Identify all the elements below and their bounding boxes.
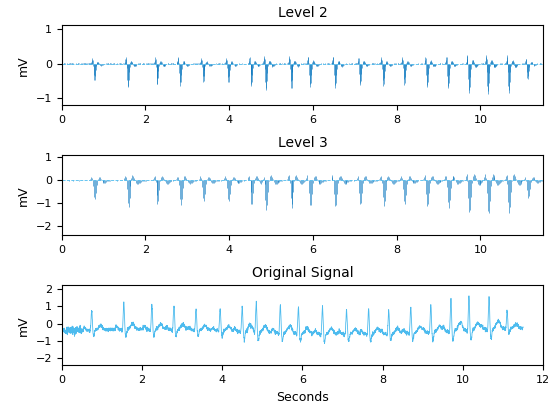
Title: Original Signal: Original Signal — [251, 266, 353, 280]
Y-axis label: mV: mV — [17, 185, 30, 206]
Title: Level 2: Level 2 — [278, 6, 327, 20]
Y-axis label: mV: mV — [17, 55, 30, 76]
X-axis label: Seconds: Seconds — [276, 391, 329, 404]
Y-axis label: mV: mV — [17, 315, 30, 336]
Title: Level 3: Level 3 — [278, 136, 327, 150]
